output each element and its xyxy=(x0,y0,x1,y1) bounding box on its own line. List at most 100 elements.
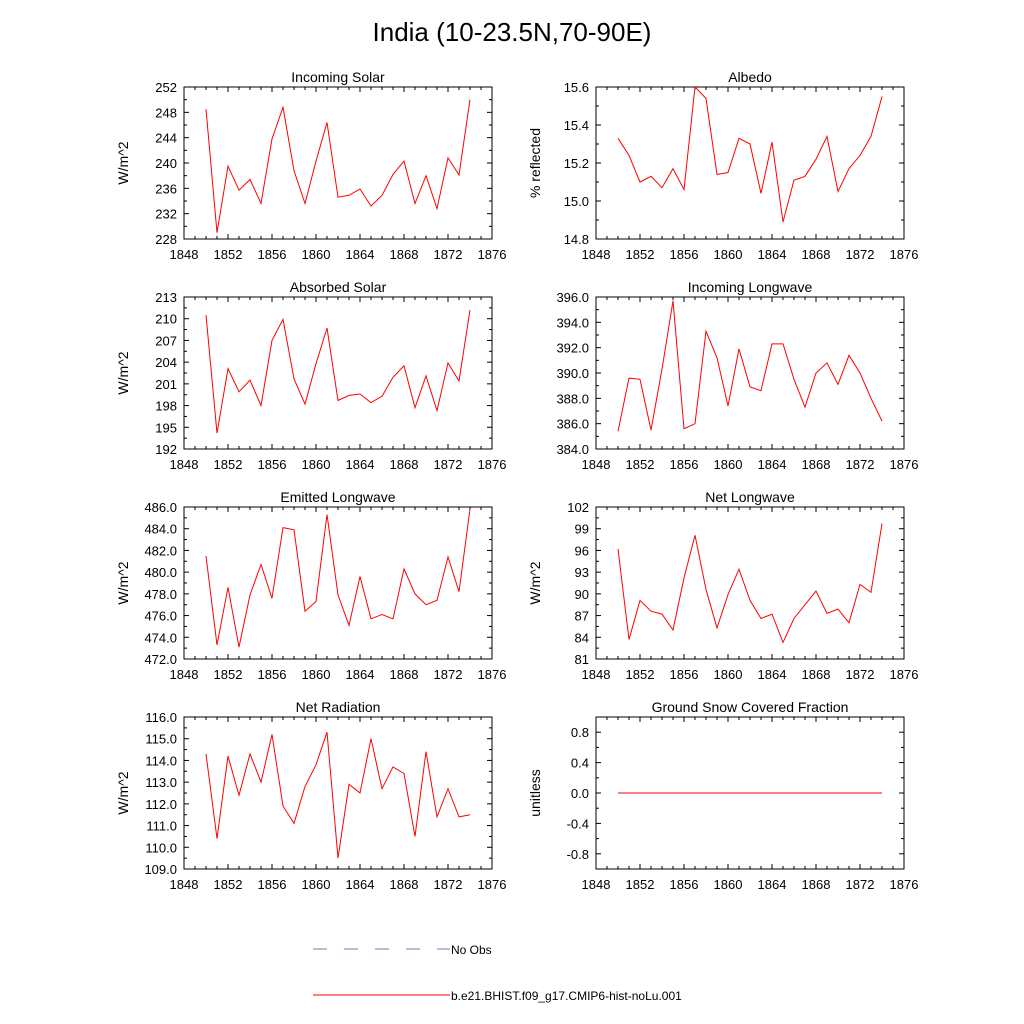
y-axis-label: W/m^2 xyxy=(115,351,131,394)
y-tick-label: 210 xyxy=(155,312,177,327)
plot-frame xyxy=(595,296,905,450)
panel-title: Incoming Solar xyxy=(291,69,385,85)
y-tick-label: 472.0 xyxy=(144,652,177,667)
panel-title: Incoming Longwave xyxy=(688,279,813,295)
y-tick-label: 244 xyxy=(155,131,177,146)
y-tick-label: 198 xyxy=(155,399,177,414)
x-tick-label: 1852 xyxy=(626,877,655,892)
y-tick-label: 252 xyxy=(155,80,177,95)
plot-frame xyxy=(183,86,493,240)
x-tick-label: 1872 xyxy=(434,457,463,472)
y-tick-label: 0.8 xyxy=(571,725,589,740)
x-tick-label: 1876 xyxy=(478,247,507,262)
x-tick-label: 1872 xyxy=(846,877,875,892)
x-tick-label: 1876 xyxy=(890,457,919,472)
series-line xyxy=(617,85,883,223)
x-tick-label: 1856 xyxy=(258,247,287,262)
y-tick-label: 484.0 xyxy=(144,522,177,537)
y-tick-label: 195 xyxy=(155,420,177,435)
y-tick-label: 110.0 xyxy=(145,840,177,855)
y-tick-label: 476.0 xyxy=(144,609,177,624)
panel-ground-snow-covered-fraction: Ground Snow Covered Fraction 1848 1852 1856… xyxy=(527,699,918,892)
y-axis-label: W/m^2 xyxy=(115,771,131,814)
y-tick-label: 15.6 xyxy=(564,80,589,95)
x-tick-label: 1856 xyxy=(258,457,287,472)
y-tick-label: 109.0 xyxy=(144,862,177,877)
y-tick-label: 480.0 xyxy=(144,565,177,580)
x-tick-label: 1852 xyxy=(214,877,243,892)
x-tick-label: 1860 xyxy=(714,877,743,892)
x-tick-label: 1864 xyxy=(758,877,787,892)
y-tick-label: 236 xyxy=(155,181,177,196)
legend: No Obs b.e21.BHIST.f09_g17.CMIP6-hist-no… xyxy=(313,943,682,1003)
x-tick-label: 1848 xyxy=(170,877,199,892)
x-tick-label: 1848 xyxy=(170,457,199,472)
x-tick-label: 1872 xyxy=(434,247,463,262)
y-tick-label: 388.0 xyxy=(556,391,589,406)
x-tick-label: 1868 xyxy=(802,247,831,262)
y-tick-label: 192 xyxy=(155,442,177,457)
x-tick-label: 1852 xyxy=(626,457,655,472)
y-tick-label: 116.0 xyxy=(145,710,177,725)
x-tick-label: 1864 xyxy=(346,247,375,262)
y-tick-label: 99 xyxy=(575,522,589,537)
y-tick-label: 15.2 xyxy=(564,156,589,171)
y-tick-label: 248 xyxy=(155,105,177,120)
y-tick-label: 96 xyxy=(575,543,589,558)
x-tick-label: 1856 xyxy=(258,877,287,892)
x-tick-label: 1860 xyxy=(302,457,331,472)
x-tick-label: 1852 xyxy=(214,247,243,262)
y-axis-label: W/m^2 xyxy=(115,561,131,604)
y-tick-label: 213 xyxy=(155,290,177,305)
y-tick-label: 390.0 xyxy=(556,366,589,381)
x-tick-label: 1876 xyxy=(478,457,507,472)
panel-title: Ground Snow Covered Fraction xyxy=(652,699,849,715)
y-tick-label: 474.0 xyxy=(144,630,177,645)
y-tick-label: 228 xyxy=(155,232,177,247)
panel-incoming-solar: Incoming Solar 1848 1852 1856 1860 1864 1868 18… xyxy=(115,69,506,262)
panel-title: Albedo xyxy=(728,69,772,85)
y-tick-label: 113.0 xyxy=(145,775,177,790)
y-tick-label: 112.0 xyxy=(145,797,177,812)
x-tick-label: 1860 xyxy=(302,667,331,682)
x-tick-label: 1864 xyxy=(346,667,375,682)
panel-title: Net Radiation xyxy=(296,699,381,715)
y-tick-label: 240 xyxy=(155,156,177,171)
y-tick-label: 207 xyxy=(155,333,177,348)
x-tick-label: 1872 xyxy=(846,247,875,262)
x-tick-label: 1848 xyxy=(582,877,611,892)
panel-net-radiation: Net Radiation 1848 1852 1856 1860 1864 1868 187… xyxy=(115,699,506,892)
x-tick-label: 1872 xyxy=(846,667,875,682)
panel-absorbed-solar: Absorbed Solar 1848 1852 1856 1860 1864 1868 18… xyxy=(115,279,506,472)
figure-title: India (10-23.5N,70-90E) xyxy=(373,17,652,47)
y-tick-label: 392.0 xyxy=(556,341,589,356)
x-tick-label: 1876 xyxy=(890,667,919,682)
x-tick-label: 1856 xyxy=(670,247,699,262)
y-axis-label: W/m^2 xyxy=(527,561,543,604)
panel-incoming-longwave: Incoming Longwave 1848 1852 1856 1860 1864 186… xyxy=(556,279,918,472)
x-tick-label: 1864 xyxy=(758,457,787,472)
x-tick-label: 1860 xyxy=(714,457,743,472)
y-tick-label: 482.0 xyxy=(144,543,177,558)
plot-frame xyxy=(595,506,905,660)
x-tick-label: 1856 xyxy=(258,667,287,682)
series-line xyxy=(617,523,883,644)
panel-title: Emitted Longwave xyxy=(280,489,395,505)
y-tick-label: 93 xyxy=(575,565,589,580)
x-tick-label: 1856 xyxy=(670,877,699,892)
y-tick-label: 486.0 xyxy=(144,500,177,515)
series-line xyxy=(205,99,471,233)
y-tick-label: 90 xyxy=(575,587,589,602)
y-axis-label: % reflected xyxy=(527,128,543,198)
y-tick-label: 394.0 xyxy=(556,315,589,330)
x-tick-label: 1872 xyxy=(434,667,463,682)
x-tick-label: 1876 xyxy=(478,877,507,892)
panel-net-longwave: Net Longwave 1848 1852 1856 1860 1864 1868 1872… xyxy=(527,489,918,682)
y-tick-label: 478.0 xyxy=(144,587,177,602)
y-axis-label: unitless xyxy=(527,769,543,816)
y-tick-label: 84 xyxy=(575,630,589,645)
y-tick-label: -0.8 xyxy=(567,847,589,862)
y-tick-label: 396.0 xyxy=(556,290,589,305)
series-line xyxy=(617,300,883,432)
x-tick-label: 1848 xyxy=(170,247,199,262)
